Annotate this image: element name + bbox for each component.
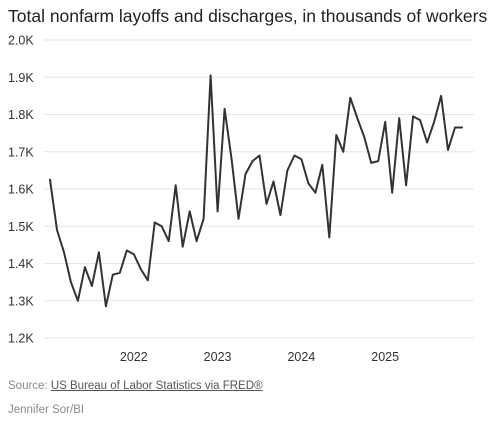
data-point (84, 266, 86, 269)
data-point (181, 245, 184, 248)
data-point (216, 210, 219, 213)
source-link[interactable]: US Bureau of Labor Statistics via FRED® (50, 380, 263, 392)
data-point (265, 203, 268, 205)
data-point (188, 210, 191, 213)
source-line: Source: US Bureau of Labor Statistics vi… (8, 380, 263, 392)
data-point (202, 218, 205, 220)
data-point (279, 214, 282, 216)
data-point (160, 225, 163, 228)
data-point (447, 149, 449, 151)
data-point (223, 108, 226, 110)
data-point (230, 158, 233, 160)
chart-title: Total nonfarm layoffs and discharges, in… (8, 6, 488, 26)
data-point (363, 136, 366, 138)
data-point (461, 126, 463, 129)
data-point (91, 285, 93, 287)
x-tick-label: 2024 (287, 350, 315, 364)
series-layer (49, 74, 463, 308)
data-point (112, 273, 114, 276)
x-tick-label: 2025 (371, 350, 399, 364)
data-point (335, 134, 338, 136)
data-point (314, 191, 317, 194)
y-tick-label: 1.4K (8, 257, 34, 271)
data-point (384, 121, 386, 123)
y-tick-label: 1.7K (8, 145, 34, 159)
source-prefix: Source: (8, 380, 51, 392)
data-point (251, 160, 254, 162)
y-tick-label: 1.2K (8, 332, 34, 346)
data-point (293, 154, 296, 157)
data-point (321, 163, 324, 166)
x-tick-label: 2022 (120, 350, 148, 364)
data-point (244, 173, 247, 175)
data-point (56, 229, 58, 231)
data-point (146, 279, 149, 282)
y-tick-label: 1.8K (8, 108, 34, 122)
data-point (132, 253, 135, 255)
credit: Jennifer Sor/BI (8, 404, 85, 416)
data-point (377, 160, 380, 162)
data-point (209, 74, 212, 77)
data-point (119, 272, 121, 274)
data-point (126, 249, 128, 252)
y-tick-label: 1.6K (8, 183, 34, 197)
data-point (391, 191, 393, 194)
data-point (195, 240, 198, 242)
data-point (328, 236, 331, 239)
data-point (419, 119, 421, 121)
y-tick-label: 1.3K (8, 294, 34, 308)
data-point (77, 299, 79, 302)
data-point (426, 141, 428, 144)
data-point (398, 117, 400, 120)
data-point (49, 178, 51, 181)
x-axis-labels: 2022 2023 2024 2025 (120, 350, 399, 364)
data-point (454, 126, 456, 129)
data-point (63, 251, 65, 254)
y-tick-label: 1.9K (8, 71, 34, 85)
y-tick-label: 1.5K (8, 220, 34, 234)
data-point (139, 268, 142, 270)
data-point (349, 96, 352, 99)
data-point (307, 182, 310, 185)
data-point (370, 162, 373, 164)
data-point (356, 117, 359, 120)
data-point (98, 251, 100, 254)
data-point (440, 95, 442, 97)
x-tick-label: 2023 (204, 350, 232, 364)
data-point (405, 184, 407, 187)
data-point (237, 218, 240, 220)
data-point (105, 305, 107, 308)
data-point (300, 158, 303, 160)
series-line (49, 74, 463, 308)
data-point (412, 115, 414, 118)
y-axis-labels: 1.2K 1.3K 1.4K 1.5K 1.6K 1.7K 1.8K 1.9K 2.0K (8, 34, 34, 346)
data-point (258, 154, 261, 157)
data-point (174, 184, 177, 187)
y-tick-label: 2.0K (8, 34, 34, 48)
data-point (70, 281, 72, 283)
data-point (433, 121, 435, 123)
data-point (342, 150, 345, 153)
data-point (167, 240, 170, 242)
data-point (272, 180, 275, 183)
data-point (153, 221, 156, 224)
data-point (286, 169, 289, 172)
gridlines (44, 39, 474, 339)
